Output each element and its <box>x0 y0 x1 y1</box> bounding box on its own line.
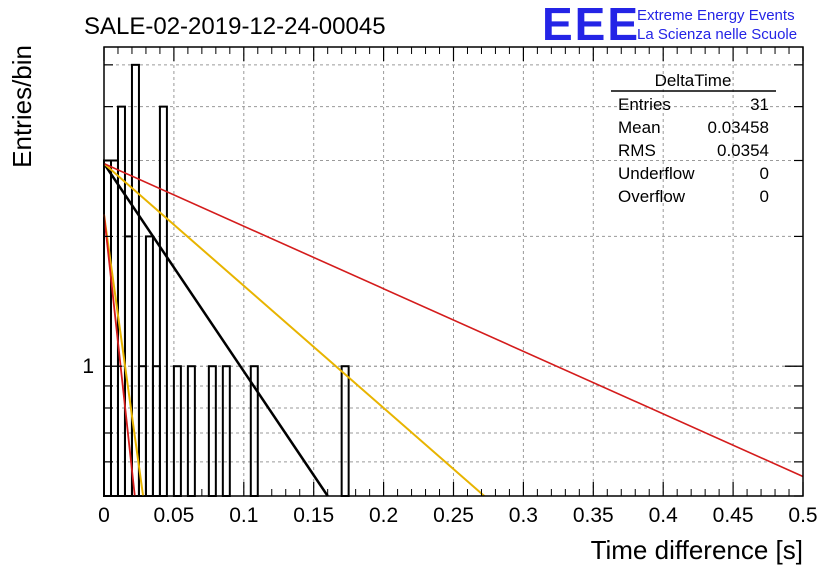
logo-line2: La Scienza nelle Scuole <box>637 26 797 43</box>
stats-label: Overflow <box>618 187 686 206</box>
eee-logo: EEE Extreme Energy Events La Scienza nel… <box>542 0 797 50</box>
stats-label: Mean <box>618 118 661 137</box>
stats-value: 0.0354 <box>717 141 769 160</box>
x-tick-label: 0.3 <box>509 504 538 527</box>
stats-value: 31 <box>750 95 769 114</box>
logo-line1: Extreme Energy Events <box>637 7 795 24</box>
fit-line <box>102 162 329 497</box>
logo-mark: EEE <box>542 0 640 50</box>
stats-box: DeltaTime Entries 31 Mean 0.03458 RMS 0.0354 U… <box>611 71 776 206</box>
x-tick-label: 0.35 <box>573 504 614 527</box>
x-tick-label: 0.1 <box>229 504 258 527</box>
chart-title: SALE-02-2019-12-24-00045 <box>84 13 386 40</box>
x-tick-label: 0.15 <box>293 504 334 527</box>
stats-label: RMS <box>618 141 656 160</box>
x-tick-label: 0.25 <box>433 504 474 527</box>
x-tick-label: 0.5 <box>788 504 817 527</box>
y-axis-title: Entries/bin <box>7 45 37 168</box>
fit-line <box>103 162 804 478</box>
x-tick-label: 0.2 <box>369 504 398 527</box>
fit-line <box>103 214 145 497</box>
y-tick-label: 1 <box>82 355 94 378</box>
stats-label: Underflow <box>618 164 695 183</box>
stats-value: 0 <box>760 187 769 206</box>
x-tick-label: 0.05 <box>153 504 194 527</box>
fit-line <box>103 214 136 497</box>
x-tick-label: 0 <box>98 504 110 527</box>
fit-lines <box>102 162 804 497</box>
axes: 0 0.05 0.1 0.15 0.2 0.25 0.3 0.35 0.4 0.45 0.5 1 <box>82 46 818 527</box>
x-tick-label: 0.4 <box>649 504 679 527</box>
stats-value: 0.03458 <box>708 118 769 137</box>
x-axis-title: Time difference [s] <box>591 535 803 565</box>
stats-box-name: DeltaTime <box>655 71 732 90</box>
stats-value: 0 <box>760 164 769 183</box>
stats-label: Entries <box>618 95 671 114</box>
fit-line <box>103 162 485 497</box>
stats-rows: Entries 31 Mean 0.03458 RMS 0.0354 Underflow 0 O… <box>618 95 769 206</box>
x-tick-label: 0.45 <box>713 504 754 527</box>
